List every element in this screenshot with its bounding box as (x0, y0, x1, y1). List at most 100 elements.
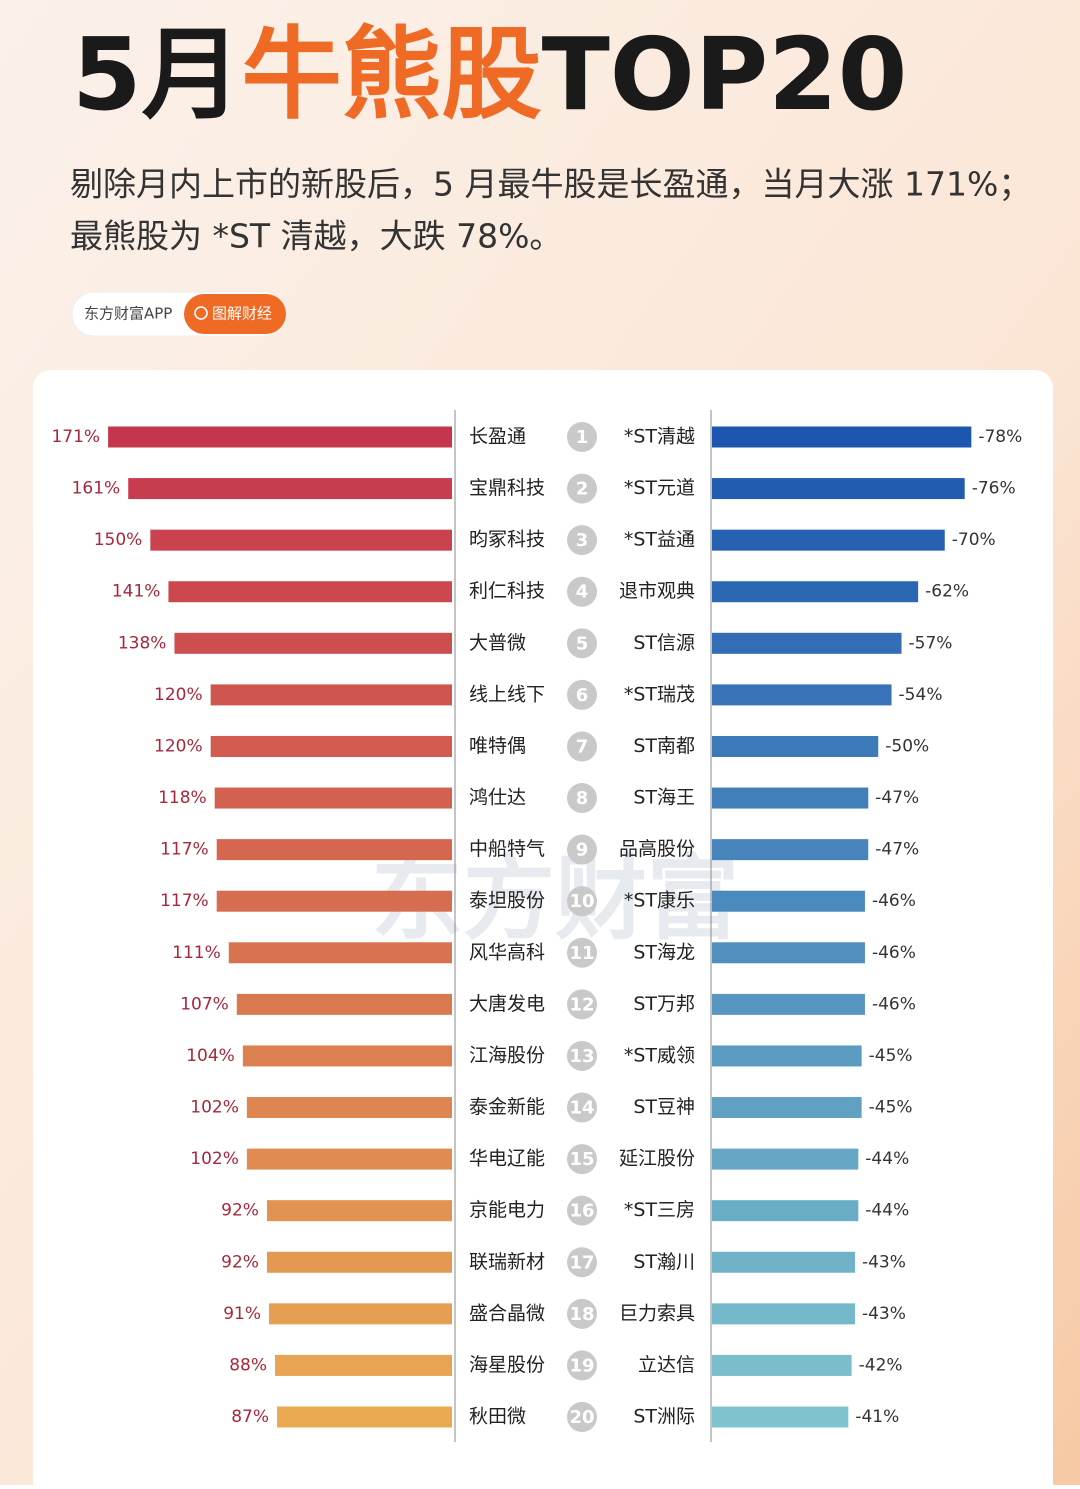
bull-value-label: 102% (190, 1149, 239, 1169)
bull-bar (242, 1045, 452, 1067)
bear-name: *ST益通 (624, 529, 695, 551)
bull-value-label: 117% (160, 891, 209, 911)
rank-circle (567, 1298, 597, 1329)
bear-name: *ST威领 (624, 1044, 695, 1066)
bull-name: 大唐发电 (469, 993, 545, 1015)
bull-value-label: 88% (229, 1355, 267, 1375)
bull-bar (275, 1354, 452, 1376)
bear-value-label: -47% (875, 788, 919, 808)
bull-bar (228, 942, 452, 964)
rank-circle (567, 937, 597, 968)
subtitle-line: 最熊股为 *ST 清越，大跌 78%。 (70, 217, 562, 256)
rank: 3 (576, 530, 589, 551)
bear-value-label: -57% (909, 633, 953, 653)
bear-value-label: -46% (872, 943, 916, 963)
rank: 2 (576, 479, 589, 500)
bear-bar (712, 1251, 855, 1273)
bull-bar (214, 787, 452, 809)
rank: 20 (569, 1407, 594, 1428)
bull-bar (246, 1148, 452, 1170)
bull-bar (210, 684, 452, 706)
rank: 15 (569, 1149, 594, 1170)
rank: 9 (576, 840, 589, 861)
rank-circle (567, 1144, 597, 1175)
rank: 1 (576, 427, 589, 448)
rank-circle (567, 422, 597, 452)
bull-value-label: 104% (186, 1046, 235, 1066)
bull-name: 秋田微 (469, 1406, 526, 1428)
bull-name: 泰金新能 (469, 1096, 545, 1118)
rank-circle (567, 628, 597, 659)
bear-bar (712, 1097, 862, 1119)
bear-bar (712, 529, 945, 551)
bear-name: 品高股份 (619, 838, 695, 860)
bear-name: ST海龙 (633, 941, 695, 963)
rank-circle (567, 679, 597, 710)
rank: 5 (576, 633, 589, 654)
rank: 17 (569, 1252, 594, 1273)
bull-name: 中船特气 (469, 838, 545, 860)
rank-circle (567, 989, 597, 1020)
bear-value-label: -44% (865, 1149, 909, 1169)
rank-circle (567, 1402, 597, 1432)
bull-value-label: 107% (180, 994, 229, 1014)
bull-name: 风华高科 (469, 941, 545, 963)
bear-bar (712, 890, 865, 912)
rank-circle (567, 1195, 597, 1226)
bull-value-label: 120% (154, 736, 203, 756)
rank-circle (567, 1040, 597, 1071)
bear-name: ST洲际 (633, 1406, 695, 1428)
rank: 18 (569, 1304, 594, 1325)
bear-name: *ST清越 (624, 426, 695, 448)
bear-bar (712, 632, 902, 654)
bear-bar (712, 1148, 859, 1170)
rank-circle (567, 473, 597, 504)
bull-name: 京能电力 (469, 1199, 545, 1221)
bull-name: 昀冢科技 (469, 529, 545, 551)
bull-bar (128, 478, 452, 500)
bull-name: 长盈通 (469, 426, 526, 448)
bear-value-label: -76% (972, 479, 1016, 499)
bear-name: ST万邦 (633, 993, 695, 1015)
bear-name: 巨力索具 (619, 1302, 695, 1324)
bull-value-label: 102% (190, 1098, 239, 1118)
bear-bar (712, 684, 892, 706)
bull-value-label: 117% (160, 840, 209, 860)
bull-value-label: 91% (223, 1304, 261, 1324)
bull-name: 鸿仕达 (469, 787, 526, 809)
bear-bar (712, 1303, 855, 1325)
bear-bar (712, 581, 919, 603)
bear-name: 退市观典 (619, 580, 695, 602)
rank: 13 (569, 1046, 594, 1067)
bull-name: 唯特偶 (469, 735, 526, 757)
badge-tag-bg (184, 294, 286, 334)
bull-name: 江海股份 (469, 1044, 545, 1066)
bear-value-label: -46% (872, 891, 916, 911)
bear-value-label: -70% (952, 530, 996, 550)
bear-bar (712, 993, 865, 1015)
bear-value-label: -62% (925, 582, 969, 602)
bear-value-label: -43% (862, 1252, 906, 1272)
bear-name: ST信源 (633, 632, 695, 654)
bear-value-label: -50% (885, 736, 929, 756)
bear-name: ST海王 (633, 787, 695, 809)
bull-bar (108, 426, 452, 448)
bear-bar (712, 1045, 862, 1067)
rank: 14 (569, 1098, 594, 1119)
rank-circle (567, 1247, 597, 1278)
rank: 19 (569, 1355, 594, 1376)
search-icon (194, 306, 208, 320)
rank-circle (567, 731, 597, 762)
bull-bar (174, 632, 452, 654)
rank-circle (567, 1092, 597, 1123)
bull-bar (168, 581, 452, 603)
bear-bar (712, 787, 869, 809)
bear-name: 立达信 (638, 1354, 695, 1376)
bear-name: *ST元道 (624, 477, 695, 499)
rank: 16 (569, 1201, 594, 1222)
bear-value-label: -45% (869, 1046, 913, 1066)
bear-value-label: -42% (859, 1355, 903, 1375)
bull-value-label: 92% (221, 1252, 259, 1272)
rank: 12 (569, 994, 594, 1015)
bull-bar (266, 1251, 452, 1273)
